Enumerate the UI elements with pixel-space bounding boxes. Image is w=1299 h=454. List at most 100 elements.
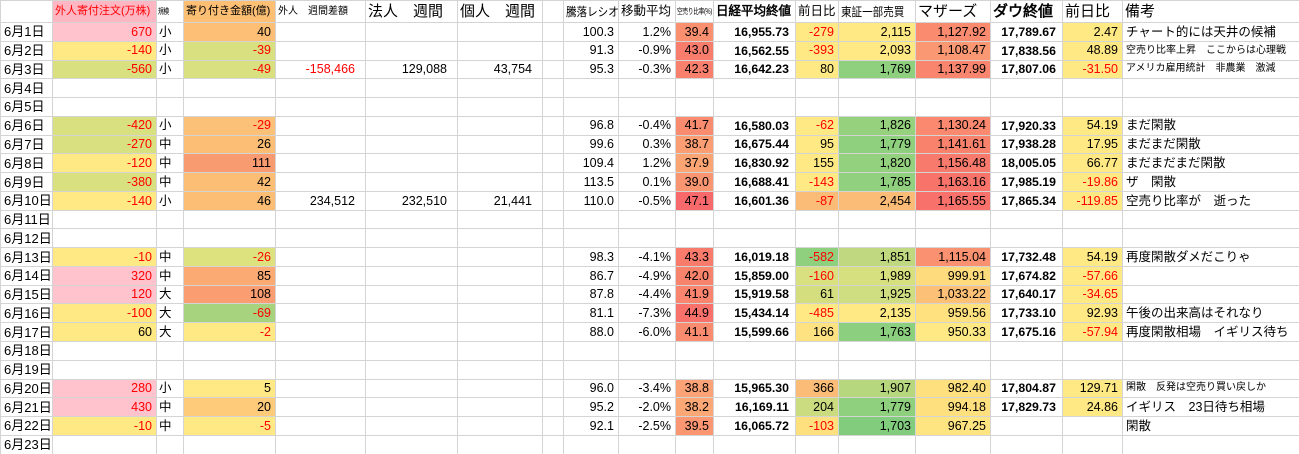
cell-spacer[interactable]: [542, 397, 564, 418]
date-cell[interactable]: 6月10日: [0, 190, 53, 211]
cell-ma[interactable]: [618, 359, 676, 380]
cell-kojin_week[interactable]: [457, 22, 543, 42]
cell-yoritsuki[interactable]: [183, 78, 276, 99]
cell-diff[interactable]: -103: [795, 416, 839, 436]
cell-dow_diff[interactable]: 92.93: [1062, 303, 1123, 324]
cell-kojin_week[interactable]: [457, 378, 543, 399]
cell-gaijin[interactable]: [52, 228, 157, 249]
cell-dow_diff[interactable]: 54.19: [1062, 247, 1123, 267]
cell-gaijin_week[interactable]: 234,512: [275, 190, 366, 211]
cell-yoritsuki[interactable]: -26: [183, 247, 276, 267]
cell-short_ratio[interactable]: 43.3: [675, 247, 714, 267]
cell-nikkei[interactable]: 16,955.73: [713, 22, 796, 42]
cell-size[interactable]: [156, 341, 184, 361]
column-header-short-ratio[interactable]: 空売り比率(%): [675, 0, 714, 23]
cell-gaijin_week[interactable]: [275, 209, 366, 230]
cell-mothers[interactable]: [915, 228, 991, 249]
column-header-tse-volume[interactable]: 東証一部売買: [838, 0, 916, 23]
cell-mothers[interactable]: 1,127.92: [915, 22, 991, 42]
cell-diff[interactable]: 155: [795, 153, 839, 174]
cell-kojin_week[interactable]: [457, 172, 543, 192]
cell-dow_diff[interactable]: [1062, 434, 1123, 454]
cell-ma[interactable]: -4.4%: [618, 284, 676, 305]
cell-nikkei[interactable]: 15,599.66: [713, 322, 796, 343]
cell-short_ratio[interactable]: 42.3: [675, 59, 714, 80]
cell-size[interactable]: [156, 209, 184, 230]
cell-hojin_week[interactable]: [365, 22, 458, 42]
date-cell[interactable]: 6月21日: [0, 397, 53, 418]
cell-spacer[interactable]: [542, 209, 564, 230]
cell-dow[interactable]: 17,865.34: [990, 190, 1063, 211]
cell-gaijin_week[interactable]: [275, 115, 366, 136]
cell-ma[interactable]: -4.1%: [618, 247, 676, 267]
column-header-date[interactable]: [0, 0, 53, 23]
cell-spacer[interactable]: [542, 134, 564, 155]
cell-hojin_week[interactable]: [365, 247, 458, 267]
cell-size[interactable]: 小: [156, 115, 184, 136]
cell-nikkei[interactable]: 16,642.23: [713, 59, 796, 80]
cell-dow_diff[interactable]: [1062, 359, 1123, 380]
cell-kojin_week[interactable]: [457, 303, 543, 324]
cell-ratio[interactable]: [563, 97, 619, 117]
cell-gaijin_week[interactable]: [275, 265, 366, 286]
cell-size[interactable]: 中: [156, 265, 184, 286]
cell-ma[interactable]: [618, 78, 676, 99]
cell-tosho[interactable]: 1,703: [838, 416, 916, 436]
cell-yoritsuki[interactable]: [183, 341, 276, 361]
column-header-remarks[interactable]: 備考: [1122, 0, 1299, 23]
cell-dow[interactable]: 17,838.56: [990, 40, 1063, 61]
cell-dow[interactable]: 17,674.82: [990, 265, 1063, 286]
cell-hojin_week[interactable]: 129,088: [365, 59, 458, 80]
cell-nikkei[interactable]: 15,859.00: [713, 265, 796, 286]
cell-size[interactable]: [156, 78, 184, 99]
cell-dow[interactable]: [990, 78, 1063, 99]
cell-dow[interactable]: 17,807.06: [990, 59, 1063, 80]
cell-gaijin_week[interactable]: [275, 416, 366, 436]
cell-gaijin[interactable]: -270: [52, 134, 157, 155]
cell-size[interactable]: 大: [156, 284, 184, 305]
cell-size[interactable]: 大: [156, 303, 184, 324]
cell-ratio[interactable]: 96.8: [563, 115, 619, 136]
cell-hojin_week[interactable]: [365, 228, 458, 249]
cell-kojin_week[interactable]: [457, 397, 543, 418]
cell-short_ratio[interactable]: [675, 78, 714, 99]
date-cell[interactable]: 6月15日: [0, 284, 53, 305]
cell-mothers[interactable]: 1,156.48: [915, 153, 991, 174]
cell-remark[interactable]: 空売り比率が 逝った: [1122, 190, 1299, 211]
cell-diff[interactable]: [795, 359, 839, 380]
cell-dow[interactable]: 17,789.67: [990, 22, 1063, 42]
cell-gaijin_week[interactable]: [275, 434, 366, 454]
cell-nikkei[interactable]: [713, 359, 796, 380]
cell-gaijin[interactable]: -420: [52, 115, 157, 136]
cell-yoritsuki[interactable]: [183, 434, 276, 454]
cell-hojin_week[interactable]: [365, 397, 458, 418]
cell-tosho[interactable]: 1,820: [838, 153, 916, 174]
cell-size[interactable]: [156, 97, 184, 117]
cell-short_ratio[interactable]: 38.2: [675, 397, 714, 418]
cell-remark[interactable]: 再度閑散相場 イギリス待ち: [1122, 322, 1299, 343]
cell-gaijin_week[interactable]: [275, 359, 366, 380]
cell-ratio[interactable]: 109.4: [563, 153, 619, 174]
cell-hojin_week[interactable]: 232,510: [365, 190, 458, 211]
cell-gaijin[interactable]: [52, 341, 157, 361]
cell-kojin_week[interactable]: [457, 359, 543, 380]
cell-spacer[interactable]: [542, 228, 564, 249]
cell-nikkei[interactable]: 16,688.41: [713, 172, 796, 192]
cell-spacer[interactable]: [542, 322, 564, 343]
cell-gaijin_week[interactable]: [275, 97, 366, 117]
cell-ma[interactable]: -0.5%: [618, 190, 676, 211]
cell-nikkei[interactable]: [713, 78, 796, 99]
cell-tosho[interactable]: [838, 359, 916, 380]
cell-remark[interactable]: まだまだ閑散: [1122, 134, 1299, 155]
cell-mothers[interactable]: 1,165.55: [915, 190, 991, 211]
cell-gaijin_week[interactable]: [275, 228, 366, 249]
date-cell[interactable]: 6月19日: [0, 359, 53, 380]
cell-gaijin_week[interactable]: [275, 22, 366, 42]
cell-kojin_week[interactable]: 21,441: [457, 190, 543, 211]
cell-ratio[interactable]: 96.0: [563, 378, 619, 399]
cell-gaijin[interactable]: -380: [52, 172, 157, 192]
date-cell[interactable]: 6月4日: [0, 78, 53, 99]
date-cell[interactable]: 6月22日: [0, 416, 53, 436]
cell-dow[interactable]: 17,732.48: [990, 247, 1063, 267]
cell-short_ratio[interactable]: [675, 209, 714, 230]
